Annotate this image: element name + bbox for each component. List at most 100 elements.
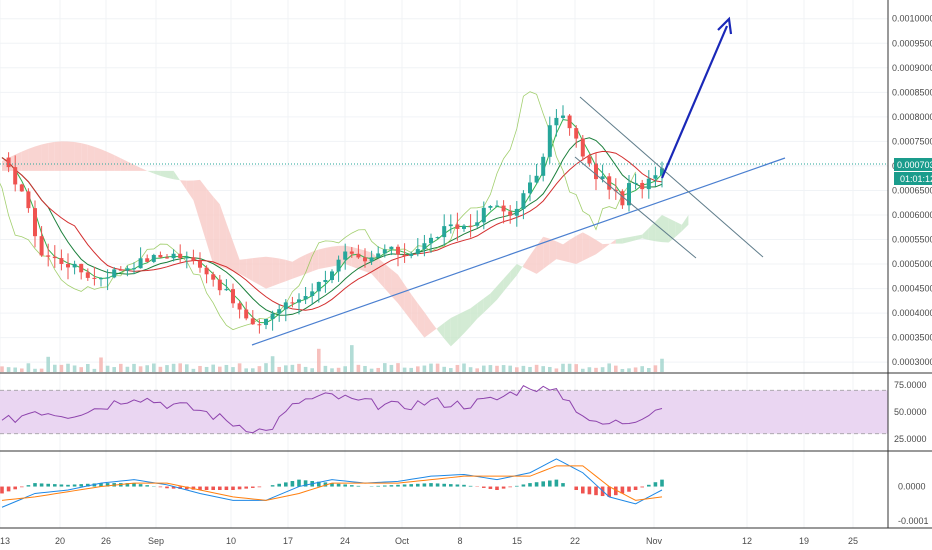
volume-bar: [171, 363, 176, 372]
volume-bar: [495, 365, 499, 372]
macd-line: [1, 458, 663, 508]
macd-histogram-bar: [165, 486, 169, 489]
volume-bar: [92, 368, 97, 372]
macd-histogram-bar: [541, 481, 545, 487]
volume-bar: [6, 367, 11, 372]
cloud-segment: [503, 271, 511, 292]
candle-body: [382, 249, 387, 254]
cloud-segment: [15, 151, 22, 171]
macd-histogram-bar: [488, 486, 493, 489]
breakout-arrow-shaft: [660, 25, 729, 179]
macd-histogram-bar: [587, 486, 592, 495]
macd-histogram-bar: [468, 485, 473, 487]
cloud-segment: [292, 257, 299, 279]
volume-bar: [475, 368, 479, 372]
macd-histogram-bar: [528, 483, 532, 487]
cloud-segment: [464, 308, 471, 334]
drawings[interactable]: [0, 16, 888, 346]
rsi-axis-tick-label: 50.0000: [894, 407, 927, 417]
cloud-segment: [239, 258, 247, 278]
cloud-segment: [134, 164, 141, 171]
volume-bar: [383, 363, 387, 372]
candle-body: [184, 257, 189, 259]
volume-bar: [53, 364, 57, 372]
volume-bar: [105, 365, 110, 372]
volume-bar: [541, 366, 545, 372]
macd-histogram-bar: [647, 484, 651, 487]
macd-histogram-bar: [86, 483, 90, 487]
price-axis-tick-label: 0.0006000: [892, 210, 932, 220]
cloud-segment: [648, 221, 656, 242]
volume-bar: [132, 363, 136, 372]
candle-body: [171, 253, 176, 259]
macd-histogram-bar: [554, 479, 559, 487]
cloud-segment: [576, 232, 583, 265]
macd-histogram-bar: [46, 483, 50, 487]
cloud-segment: [74, 142, 82, 171]
candle-body: [165, 257, 169, 259]
macd-histogram-bar: [435, 483, 440, 487]
cloud-segment: [94, 146, 101, 171]
candle-body: [336, 259, 341, 272]
macd-histogram-bar: [185, 486, 189, 490]
macd-histogram-bar: [211, 486, 215, 490]
cloud-segment: [114, 155, 121, 171]
candle-body: [349, 251, 354, 254]
macd-histogram-bar: [534, 482, 539, 487]
cloud-segment: [21, 148, 29, 171]
cloud-segment: [120, 158, 128, 171]
volume-bar: [587, 367, 592, 372]
macd-histogram-bar: [270, 485, 275, 487]
volume-bar: [528, 366, 532, 372]
macd-histogram-bar: [594, 486, 598, 496]
macd-histogram-bar: [515, 485, 519, 487]
rsi-band: [0, 390, 888, 434]
countdown-label: 01:01:12: [900, 174, 932, 184]
volume-bar: [429, 363, 433, 372]
cloud-segment: [615, 238, 623, 244]
volume-bar: [488, 365, 493, 372]
candle-body: [541, 156, 546, 176]
time-axis-tick-label: Nov: [646, 536, 663, 546]
candle-body: [105, 277, 110, 279]
cloud-segment: [272, 257, 280, 287]
macd-histogram-bar: [614, 486, 618, 496]
volume-bar: [627, 368, 631, 372]
price-axis-tick-label: 0.0008000: [892, 112, 932, 122]
macd-histogram-bar: [640, 486, 644, 488]
candle-body: [244, 309, 249, 319]
volume-bar: [317, 348, 321, 372]
cloud-segment: [398, 274, 405, 312]
macd-histogram-bar: [204, 486, 209, 490]
macd-histogram-bar: [330, 483, 334, 487]
volume-bar: [158, 366, 163, 372]
volume-bar: [211, 364, 215, 372]
volume-bar: [343, 366, 347, 372]
macd-histogram-bar: [376, 485, 380, 487]
macd-histogram-bar: [620, 486, 625, 494]
candle-body: [217, 279, 222, 291]
time-axis-tick-label: 26: [101, 536, 111, 546]
signal-line: [1, 465, 663, 501]
macd-histogram-bar: [290, 481, 295, 487]
cloud-segment: [417, 303, 425, 338]
macd-histogram-bar: [231, 486, 235, 490]
cloud-segment: [193, 179, 200, 222]
volume-bar: [468, 367, 473, 372]
volume-bar: [237, 363, 242, 372]
candle-body: [455, 224, 460, 229]
volume-bar: [435, 363, 440, 372]
volume-bar: [20, 368, 24, 372]
volume-bar: [323, 365, 328, 372]
volume-bar: [508, 365, 512, 372]
candle-body: [343, 251, 348, 260]
macd-histogram-bar: [501, 486, 506, 489]
price-axis-tick-label: 0.0006500: [892, 185, 932, 195]
macd-histogram-bar: [343, 484, 347, 487]
candle-body: [46, 255, 51, 257]
price-axis-tick-label: 0.0009500: [892, 38, 932, 48]
macd-histogram-bar: [224, 486, 229, 490]
volume-bar: [251, 368, 255, 372]
candle-body: [534, 175, 539, 183]
